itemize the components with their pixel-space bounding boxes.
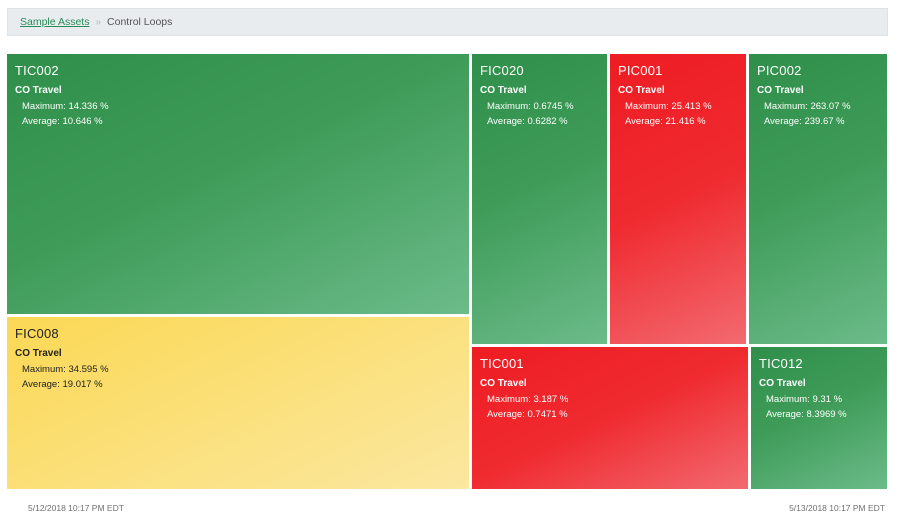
tile-title: TIC002: [15, 63, 59, 78]
tile-average: Average: 21.416 %: [625, 116, 706, 127]
treemap-tile-tic002[interactable]: TIC002 CO Travel Maximum: 14.336 % Avera…: [7, 54, 469, 314]
breadcrumb-link-sample-assets[interactable]: Sample Assets: [20, 16, 90, 28]
tile-metric: CO Travel: [759, 378, 806, 389]
breadcrumb: Sample Assets » Control Loops: [7, 8, 888, 36]
tile-maximum: Maximum: 9.31 %: [766, 394, 843, 405]
tile-title: PIC002: [757, 63, 802, 78]
time-range-end: 5/13/2018 10:17 PM EDT: [789, 503, 885, 513]
treemap-tile-pic001[interactable]: PIC001 CO Travel Maximum: 25.413 % Avera…: [610, 54, 746, 344]
tile-maximum: Maximum: 25.413 %: [625, 101, 712, 112]
tile-average: Average: 0.7471 %: [487, 409, 568, 420]
breadcrumb-current: Control Loops: [107, 16, 173, 28]
tile-title: TIC012: [759, 356, 803, 371]
time-range-start: 5/12/2018 10:17 PM EDT: [28, 503, 124, 513]
tile-title: FIC008: [15, 326, 59, 341]
tile-maximum: Maximum: 3.187 %: [487, 394, 569, 405]
treemap-tile-tic012[interactable]: TIC012 CO Travel Maximum: 9.31 % Average…: [751, 347, 887, 489]
tile-average: Average: 19.017 %: [22, 379, 103, 390]
tile-maximum: Maximum: 34.595 %: [22, 364, 109, 375]
tile-metric: CO Travel: [15, 85, 62, 96]
tile-metric: CO Travel: [618, 85, 665, 96]
tile-maximum: Maximum: 263.07 %: [764, 101, 851, 112]
tile-maximum: Maximum: 14.336 %: [22, 101, 109, 112]
treemap-tile-tic001[interactable]: TIC001 CO Travel Maximum: 3.187 % Averag…: [472, 347, 748, 489]
tile-title: FIC020: [480, 63, 524, 78]
tile-title: TIC001: [480, 356, 524, 371]
tile-average: Average: 239.67 %: [764, 116, 845, 127]
treemap-tile-fic020[interactable]: FIC020 CO Travel Maximum: 0.6745 % Avera…: [472, 54, 607, 344]
tile-average: Average: 8.3969 %: [766, 409, 847, 420]
tile-average: Average: 10.646 %: [22, 116, 103, 127]
tile-metric: CO Travel: [480, 378, 527, 389]
tile-title: PIC001: [618, 63, 663, 78]
treemap-tile-fic008[interactable]: FIC008 CO Travel Maximum: 34.595 % Avera…: [7, 317, 469, 489]
treemap-tile-pic002[interactable]: PIC002 CO Travel Maximum: 263.07 % Avera…: [749, 54, 887, 344]
tile-metric: CO Travel: [757, 85, 804, 96]
breadcrumb-separator: »: [95, 16, 102, 28]
tile-metric: CO Travel: [480, 85, 527, 96]
tile-metric: CO Travel: [15, 348, 62, 359]
tile-maximum: Maximum: 0.6745 %: [487, 101, 574, 112]
tile-average: Average: 0.6282 %: [487, 116, 568, 127]
